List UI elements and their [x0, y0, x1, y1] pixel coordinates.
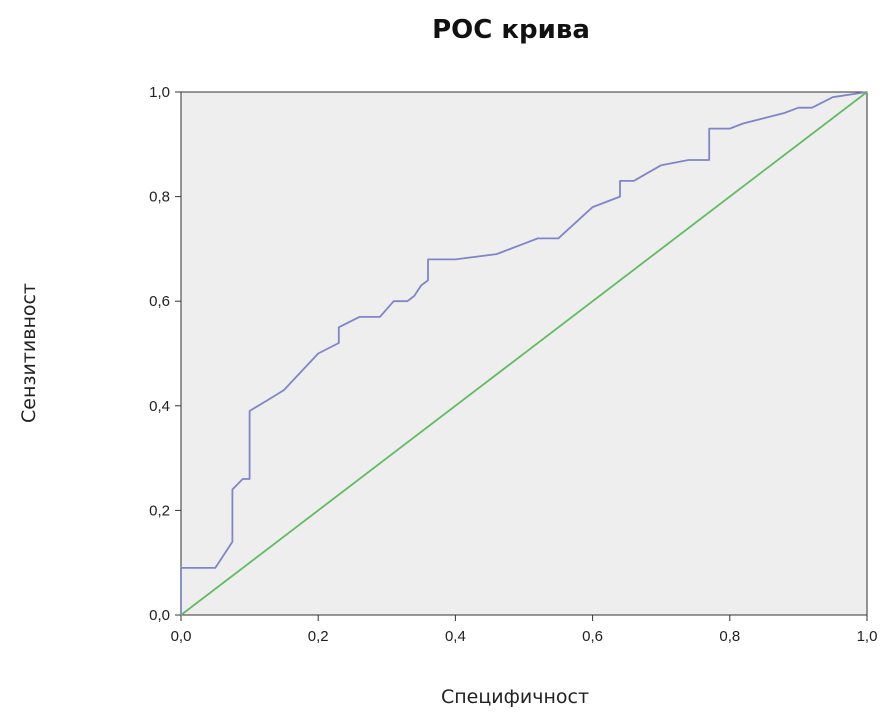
y-tick-label: 0,8 [149, 189, 170, 206]
x-tick-label: 0,4 [445, 628, 466, 645]
axis-ticks: 0,0 0,2 0,4 0,6 0,8 1,0 0,0 0,2 0,4 0,6 0,8 1,0 [149, 84, 877, 645]
x-tick-label: 0,6 [582, 628, 603, 645]
x-tick-label: 0,2 [308, 628, 329, 645]
roc-curve-line [180, 91, 868, 615]
y-tick-label: 0,6 [149, 293, 170, 310]
y-tick-label: 0,4 [149, 398, 170, 415]
series-layer [180, 91, 868, 616]
x-axis-label: Специфичност [441, 686, 589, 708]
x-tick-label: 0,0 [171, 628, 192, 645]
x-tick-label: 0,8 [719, 628, 740, 645]
y-axis-label: Сензитивност [18, 283, 40, 423]
reference-diagonal-line [180, 91, 868, 616]
x-tick-label: 1,0 [857, 628, 878, 645]
y-tick-label: 0,2 [149, 502, 170, 519]
y-tick-label: 0,0 [149, 607, 170, 624]
chart-title: РОС крива [432, 15, 590, 45]
y-tick-label: 1,0 [149, 84, 170, 101]
